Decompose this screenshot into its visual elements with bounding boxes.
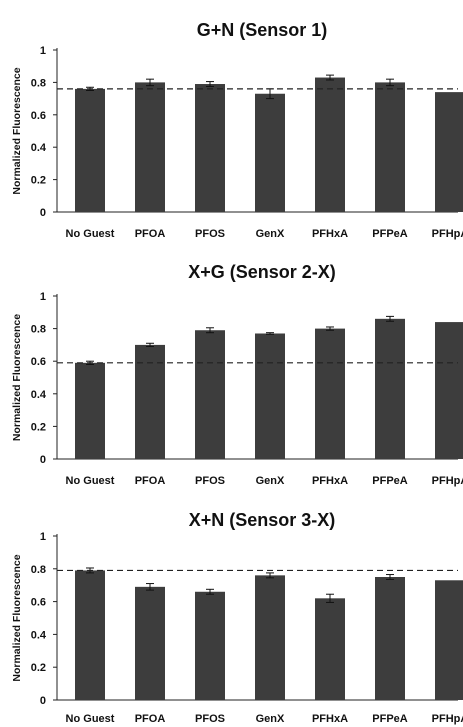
x-tick-label: PFOA — [135, 713, 166, 725]
bar-pfpea — [375, 82, 405, 213]
x-tick-label: GenX — [256, 475, 285, 487]
bar-pfoa — [135, 344, 165, 459]
y-tick-label: 0.2 — [31, 175, 46, 187]
bar-genx — [255, 575, 285, 700]
y-axis-label: Normalized Fluorescence — [11, 67, 23, 194]
y-axis-label: Normalized Fluorescence — [11, 314, 23, 441]
y-tick-label: 0.6 — [31, 110, 46, 122]
bar-pfpea — [375, 318, 405, 459]
y-tick-label: 0 — [40, 207, 46, 219]
bar-pfoa — [135, 82, 165, 213]
chart-panel-1: G+N (Sensor 1) Normalized Fluorescence 0 0.… — [11, 20, 463, 240]
y-tick-label: 0.2 — [31, 662, 46, 674]
x-tick-label: PFHxA — [312, 713, 348, 725]
bar-pfhpa — [435, 322, 463, 459]
chart-title: X+G (Sensor 2-X) — [188, 262, 336, 282]
y-tick-label: 0.4 — [31, 629, 47, 641]
bar-pfhxa — [315, 598, 345, 700]
bar-genx — [255, 93, 285, 212]
bar-pfhpa — [435, 92, 463, 212]
bar-no-guest — [75, 88, 105, 212]
y-tick-label: 0 — [40, 695, 46, 707]
y-tick-label: 0.6 — [31, 356, 46, 368]
bar-pfhpa — [435, 580, 463, 700]
y-tick-label: 0.8 — [31, 564, 46, 576]
bar-pfos — [195, 84, 225, 212]
chart-panel-3: X+N (Sensor 3-X) Normalized Fluorescence 0… — [11, 510, 463, 725]
x-tick-label: PFHxA — [312, 228, 348, 240]
y-tick-label: 0.4 — [31, 389, 47, 401]
x-tick-label: PFHxA — [312, 475, 348, 487]
y-tick-label: 1 — [40, 531, 46, 543]
y-tick-label: 0.2 — [31, 421, 46, 433]
bar-genx — [255, 333, 285, 459]
bar-pfoa — [135, 586, 165, 700]
x-tick-label: GenX — [256, 713, 285, 725]
y-tick-label: 0 — [40, 454, 46, 466]
x-tick-label: PFOS — [195, 713, 225, 725]
x-tick-label: PFPeA — [372, 713, 408, 725]
x-tick-label: PFOA — [135, 475, 166, 487]
bar-pfos — [195, 330, 225, 459]
y-tick-label: 0.6 — [31, 597, 46, 609]
bar-pfhxa — [315, 328, 345, 459]
x-tick-label: PFOA — [135, 228, 166, 240]
chart-title: X+N (Sensor 3-X) — [189, 510, 336, 530]
chart-title: G+N (Sensor 1) — [197, 20, 328, 40]
x-tick-label: PFOS — [195, 475, 225, 487]
x-tick-label: No Guest — [66, 475, 115, 487]
y-tick-label: 0.4 — [31, 142, 47, 154]
bar-pfhxa — [315, 77, 345, 212]
y-tick-label: 0.8 — [31, 324, 46, 336]
bar-no-guest — [75, 570, 105, 700]
x-tick-label: PFHpA — [432, 713, 463, 725]
x-tick-label: PFHpA — [432, 228, 463, 240]
x-tick-label: No Guest — [66, 713, 115, 725]
bar-pfpea — [375, 577, 405, 700]
y-tick-label: 1 — [40, 45, 46, 57]
x-tick-label: No Guest — [66, 228, 115, 240]
x-tick-label: PFPeA — [372, 475, 408, 487]
bar-no-guest — [75, 362, 105, 459]
x-tick-label: PFOS — [195, 228, 225, 240]
y-tick-label: 1 — [40, 291, 46, 303]
chart-panel-2: X+G (Sensor 2-X) Normalized Fluorescence 0… — [11, 262, 463, 487]
y-tick-label: 0.8 — [31, 77, 46, 89]
y-axis-label: Normalized Fluorescence — [11, 554, 23, 681]
bar-pfos — [195, 591, 225, 700]
x-tick-label: PFHpA — [432, 475, 463, 487]
x-tick-label: PFPeA — [372, 228, 408, 240]
x-tick-label: GenX — [256, 228, 285, 240]
